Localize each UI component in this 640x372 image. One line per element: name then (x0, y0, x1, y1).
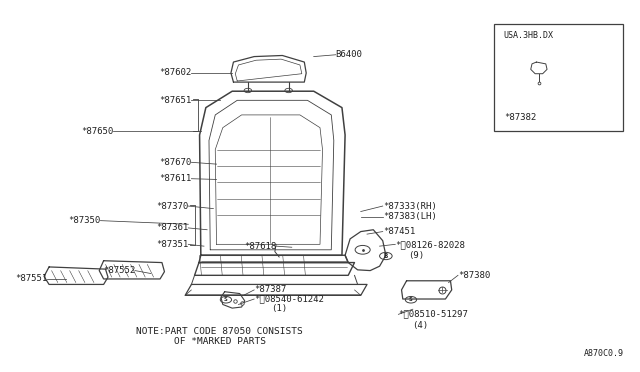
Text: (9): (9) (408, 251, 424, 260)
Text: *87651: *87651 (159, 96, 191, 105)
Text: *87380: *87380 (458, 271, 490, 280)
Text: *87670: *87670 (159, 158, 191, 167)
Text: *87361: *87361 (156, 224, 188, 232)
Text: S: S (224, 297, 228, 302)
Text: S: S (409, 297, 413, 302)
Text: NOTE:PART CODE 87050 CONSISTS: NOTE:PART CODE 87050 CONSISTS (136, 327, 303, 336)
Text: B: B (384, 253, 388, 259)
Text: *Ⓑ08126-82028: *Ⓑ08126-82028 (396, 240, 465, 249)
Text: *87650: *87650 (81, 127, 113, 136)
Text: *87350: *87350 (68, 216, 100, 225)
Text: USA.3HB.DX: USA.3HB.DX (504, 31, 554, 40)
Text: *87383(LH): *87383(LH) (383, 212, 436, 221)
Text: OF *MARKED PARTS: OF *MARKED PARTS (173, 337, 266, 346)
Text: (1): (1) (271, 304, 287, 313)
Text: *87552: *87552 (103, 266, 135, 275)
Text: *87602: *87602 (159, 68, 191, 77)
Text: *87551: *87551 (15, 275, 47, 283)
Text: *87382: *87382 (504, 113, 536, 122)
Text: *87370: *87370 (156, 202, 188, 211)
Text: *87611: *87611 (159, 174, 191, 183)
Text: *Ⓢ08510-51297: *Ⓢ08510-51297 (398, 310, 468, 319)
Text: *87451: *87451 (383, 227, 415, 236)
Text: A870C0.9: A870C0.9 (584, 349, 624, 358)
Text: B6400: B6400 (336, 50, 362, 59)
Text: *87618: *87618 (244, 242, 276, 251)
Text: (4): (4) (412, 321, 428, 330)
Text: *Ⓢ08540-61242: *Ⓢ08540-61242 (254, 295, 324, 304)
Bar (494, 24, 623, 131)
Text: *87387: *87387 (254, 285, 286, 294)
Text: *87333(RH): *87333(RH) (383, 202, 436, 211)
Text: *87351: *87351 (156, 240, 188, 249)
